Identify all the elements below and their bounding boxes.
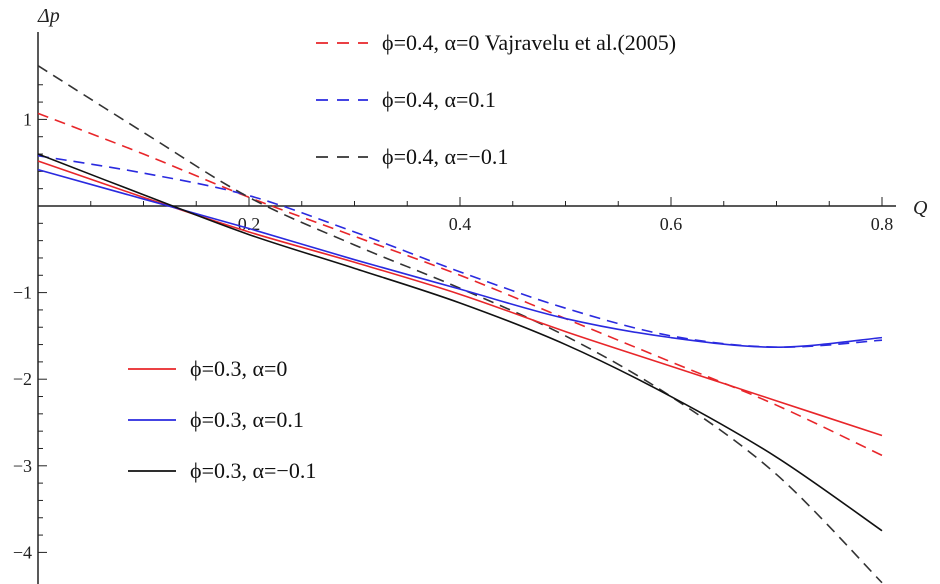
axes: Q Δp [37,5,928,584]
legend-bottom: ϕ=0.3, α=0 ϕ=0.3, α=0.1 ϕ=0.3, α=−0.1 [128,356,316,483]
series-line-5 [37,168,883,348]
legend-label: ϕ=0.4, α=0.1 [382,87,496,112]
legend-label: ϕ=0.3, α=0 [190,356,287,381]
y-tick-label: −3 [13,456,32,476]
x-tick-label: 0.6 [660,214,683,234]
y-tick-label: 1 [23,109,32,129]
x-tick-label: 0.2 [238,214,261,234]
legend-label: ϕ=0.4, α=−0.1 [382,144,508,169]
legend-label: ϕ=0.3, α=−0.1 [190,458,316,483]
y-tick-label: −4 [13,542,32,562]
series-line-3 [37,65,883,584]
y-tick-label: −1 [13,283,32,303]
ticks: 0.2 0.4 0.6 0.8 1 −1 −2 −3 −4 [13,84,894,562]
series-line-2 [37,154,883,348]
legend-label: ϕ=0.3, α=0.1 [190,407,304,432]
series-layer [37,65,883,584]
legend-label: ϕ=0.4, α=0 Vajravelu et al.(2005) [382,30,676,55]
y-tick-label: −2 [13,369,32,389]
y-axis-title: Δp [37,5,60,27]
x-tick-label: 0.8 [871,214,894,234]
x-tick-label: 0.4 [449,214,472,234]
x-axis-title: Q [913,197,928,219]
series-line-1 [37,112,883,457]
legend-top: ϕ=0.4, α=0 Vajravelu et al.(2005) ϕ=0.4, … [316,30,676,169]
series-line-6 [37,153,883,532]
